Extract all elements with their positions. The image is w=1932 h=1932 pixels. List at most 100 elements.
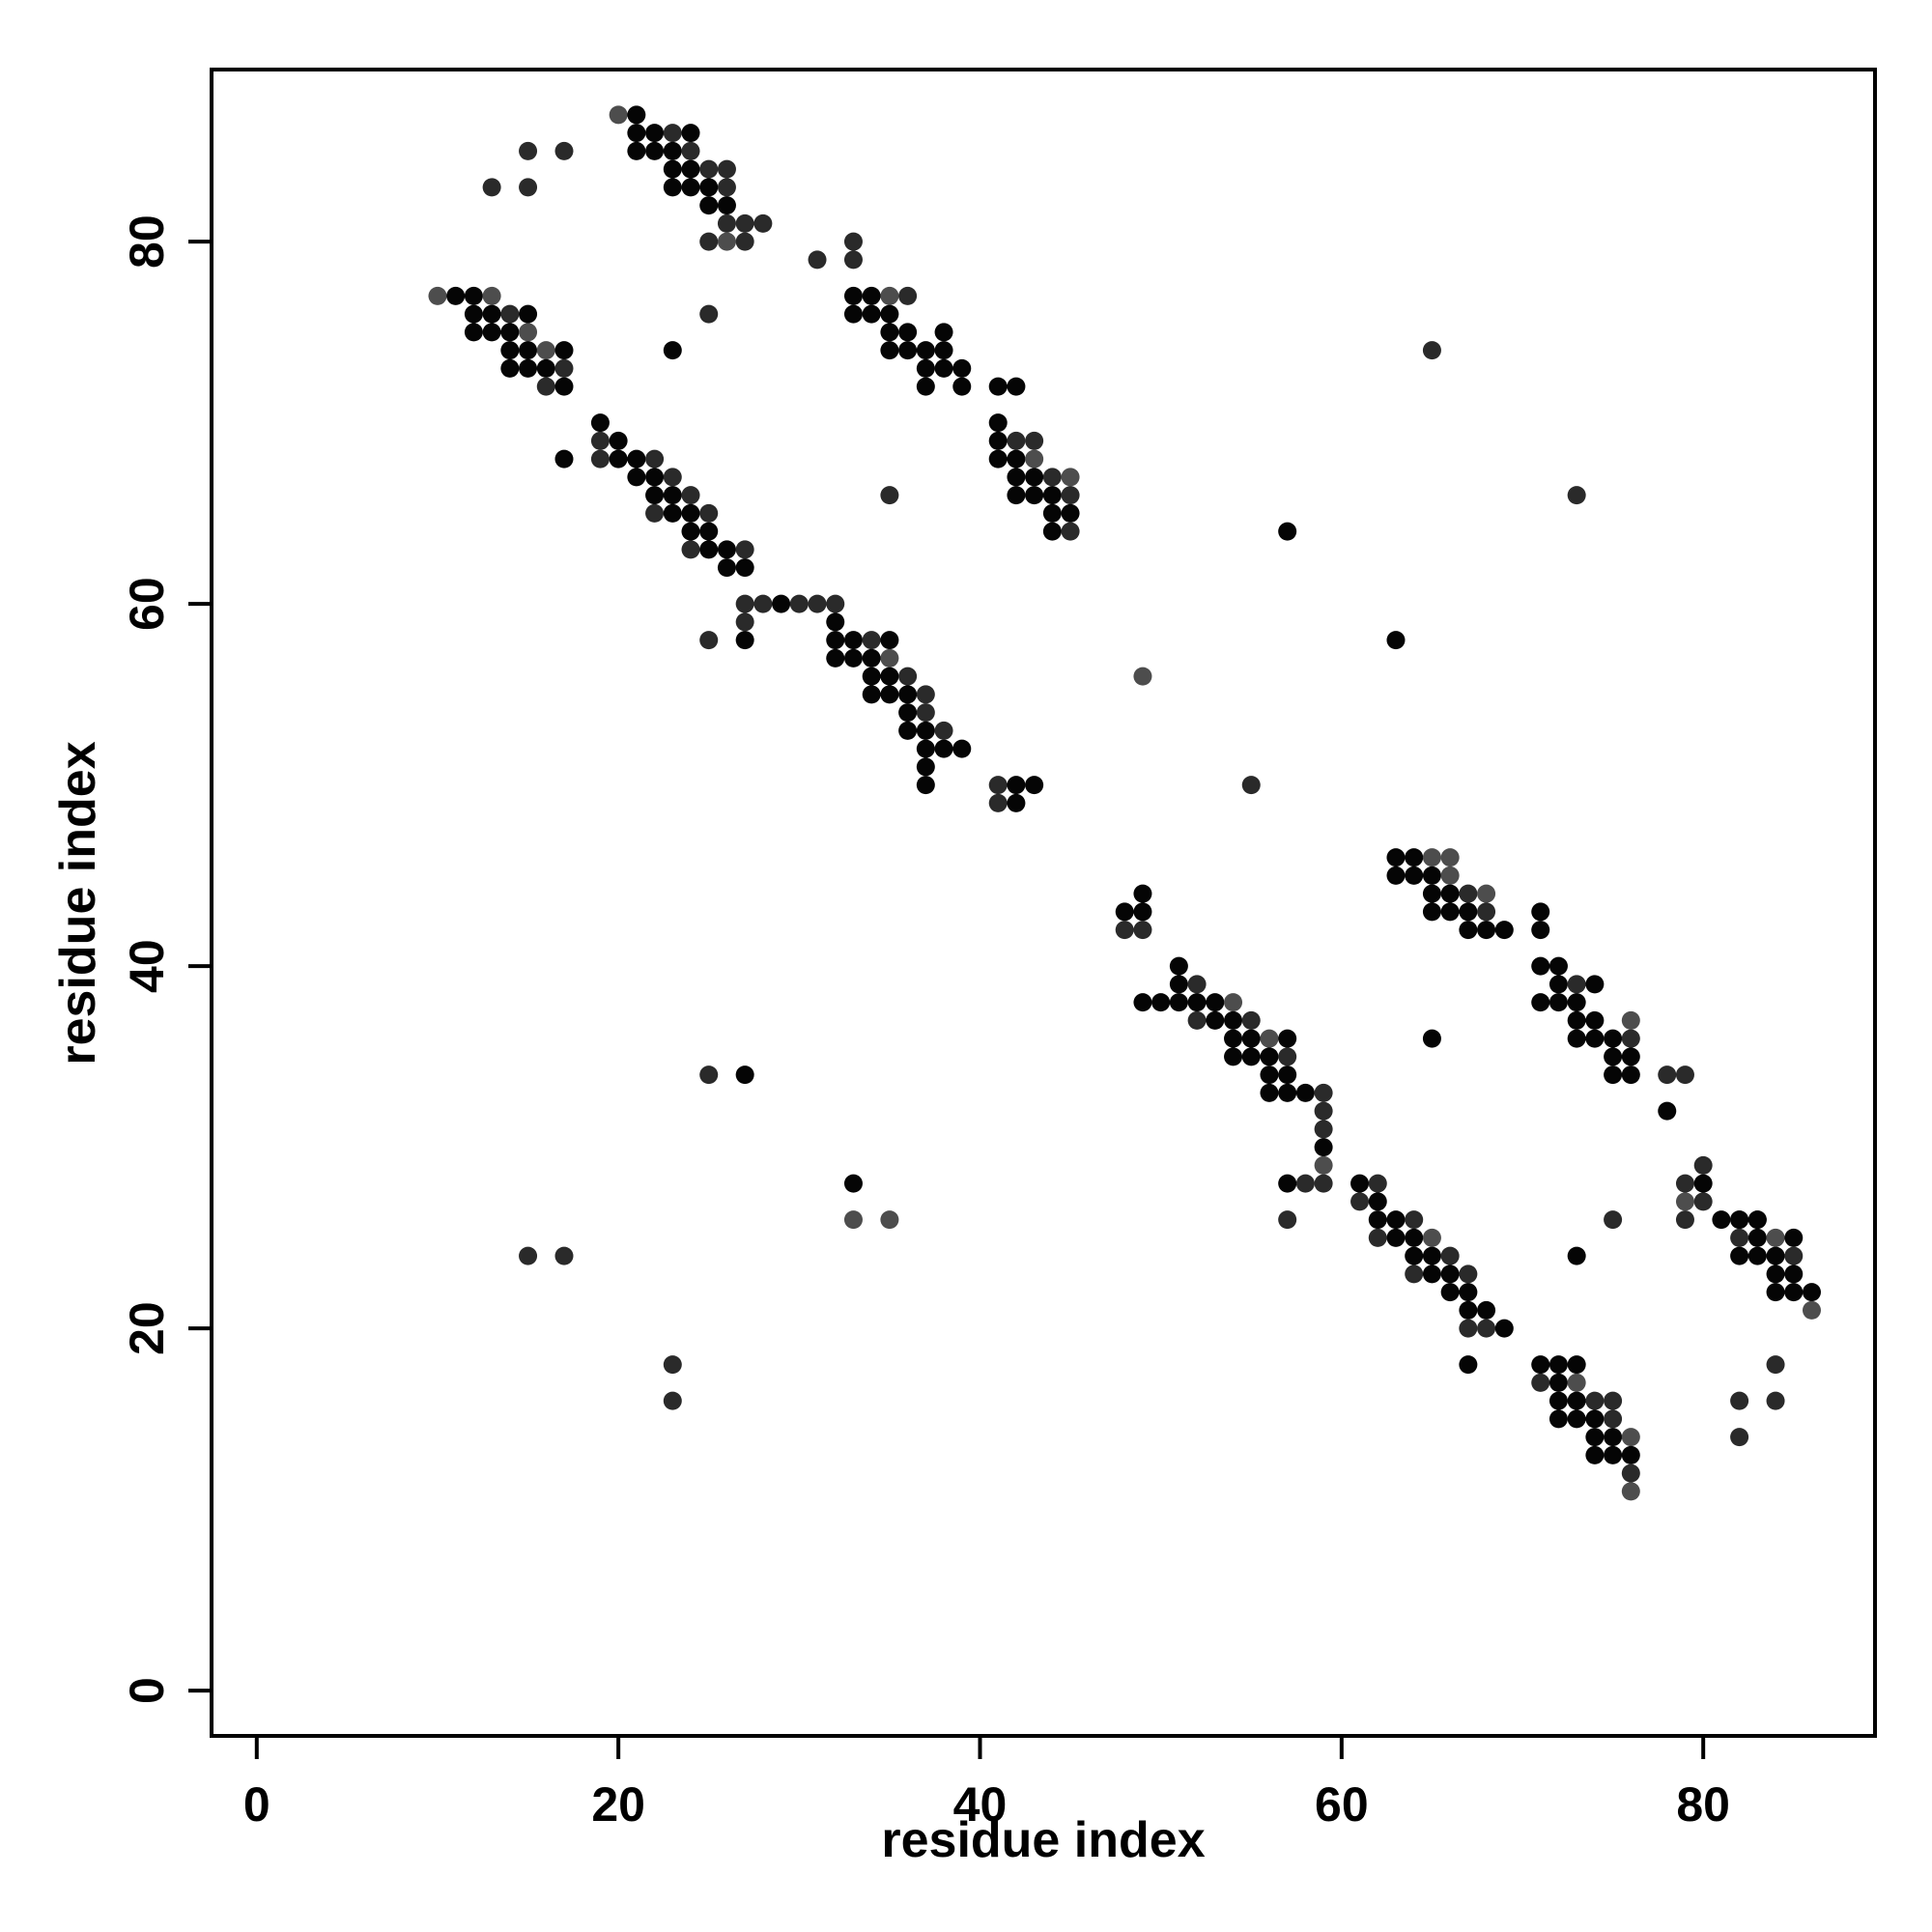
contact-point <box>843 304 863 324</box>
plot-frame <box>210 68 1877 1738</box>
contact-point <box>1241 776 1261 795</box>
contact-point <box>717 159 736 179</box>
contact-point <box>1260 1047 1279 1066</box>
contact-point <box>1386 1210 1406 1230</box>
contact-point <box>1007 776 1026 795</box>
contact-point <box>699 522 719 541</box>
contact-point <box>1241 1047 1261 1066</box>
contact-point <box>1784 1283 1804 1302</box>
contact-point <box>880 667 899 686</box>
contact-point <box>1548 1355 1568 1375</box>
contact-point <box>1459 902 1478 922</box>
x-axis-label: residue index <box>881 1812 1205 1868</box>
contact-point <box>880 286 899 305</box>
contact-point <box>1567 993 1586 1012</box>
contact-point <box>843 1210 863 1230</box>
contact-point <box>1405 1210 1424 1230</box>
contact-point <box>1747 1210 1767 1230</box>
contact-point <box>1604 1428 1623 1447</box>
contact-point <box>1567 486 1586 505</box>
contact-point <box>1042 503 1062 523</box>
contact-point <box>988 449 1008 469</box>
contact-point <box>1007 793 1026 812</box>
contact-point <box>1133 921 1152 940</box>
contact-point <box>862 631 881 650</box>
contact-point <box>645 503 665 523</box>
contact-point <box>1621 1029 1640 1048</box>
contact-point <box>1477 902 1496 922</box>
contact-point <box>1187 1010 1207 1030</box>
contact-point <box>1477 1319 1496 1338</box>
contact-point <box>1531 1373 1550 1392</box>
contact-point <box>1604 1047 1623 1066</box>
contact-point <box>1531 1355 1550 1375</box>
contact-point <box>1675 1174 1694 1193</box>
contact-point <box>1169 975 1188 994</box>
contact-point <box>1206 1010 1225 1030</box>
contact-point <box>1477 1300 1496 1320</box>
contact-point <box>1658 1065 1677 1085</box>
contact-point <box>1061 503 1080 523</box>
contact-point <box>1459 1355 1478 1375</box>
contact-point <box>898 286 918 305</box>
contact-point <box>446 286 466 305</box>
contact-point <box>699 178 719 197</box>
contact-point <box>1422 1264 1441 1284</box>
contact-point <box>519 358 538 378</box>
contact-point <box>934 341 953 360</box>
contact-point <box>735 1065 754 1085</box>
contact-point <box>934 358 953 378</box>
contact-point <box>934 721 953 740</box>
contact-point <box>1314 1120 1333 1139</box>
x-tick-label: 80 <box>1676 1777 1730 1832</box>
contact-point <box>645 124 665 143</box>
contact-point <box>916 341 935 360</box>
x-tick-label: 40 <box>953 1777 1008 1832</box>
x-axis: 0 20 40 60 80 <box>243 1738 1730 1832</box>
contact-point <box>1477 921 1496 940</box>
contact-point <box>645 486 665 505</box>
contact-point <box>1042 486 1062 505</box>
contact-point <box>1784 1246 1804 1265</box>
contact-point <box>1567 1409 1586 1429</box>
contact-point <box>536 358 555 378</box>
contact-point <box>1730 1391 1749 1410</box>
contact-point <box>1025 468 1044 487</box>
contact-point <box>1224 1047 1243 1066</box>
contact-point <box>464 286 483 305</box>
contact-point <box>627 124 646 143</box>
contact-point <box>1314 1101 1333 1121</box>
contact-point <box>699 631 719 650</box>
contact-point <box>699 196 719 215</box>
contact-point <box>590 431 610 450</box>
contact-point <box>843 232 863 251</box>
contact-point <box>1459 1283 1478 1302</box>
contact-point <box>699 232 719 251</box>
contact-point <box>1604 1445 1623 1464</box>
contact-point <box>645 141 665 160</box>
contact-point <box>1548 993 1568 1012</box>
contact-point <box>1585 1409 1605 1429</box>
y-tick-label: 60 <box>120 577 174 631</box>
contact-point <box>1386 848 1406 867</box>
y-tick-label: 20 <box>120 1301 174 1355</box>
contact-point <box>699 304 719 324</box>
contact-point <box>916 721 935 740</box>
contact-point <box>1422 1246 1441 1265</box>
contact-point <box>536 377 555 396</box>
contact-point <box>1730 1228 1749 1247</box>
contact-point <box>1278 1174 1297 1193</box>
contact-point <box>1730 1210 1749 1230</box>
contact-point <box>1007 486 1026 505</box>
contact-point <box>519 141 538 160</box>
contact-point <box>681 159 700 179</box>
contact-point <box>1405 866 1424 885</box>
contact-point <box>843 631 863 650</box>
contact-point <box>843 250 863 270</box>
contact-point <box>1567 1391 1586 1410</box>
contact-point <box>645 449 665 469</box>
contact-point <box>645 468 665 487</box>
contact-point <box>1621 1047 1640 1066</box>
contact-point <box>1459 1319 1478 1338</box>
contact-point <box>1133 884 1152 903</box>
